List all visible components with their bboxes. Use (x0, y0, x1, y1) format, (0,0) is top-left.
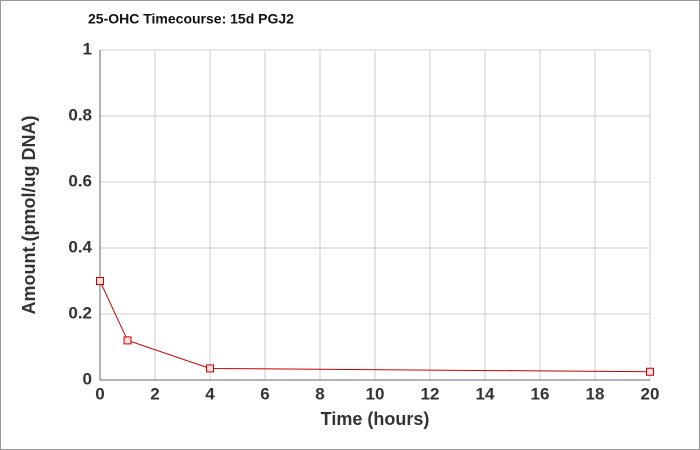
point (123, 336, 132, 345)
x-tick-label: 4 (205, 384, 215, 403)
x-tick-label: 14 (476, 384, 495, 403)
x-tick-label: 12 (421, 384, 440, 403)
y-tick-label: 0 (83, 369, 92, 388)
point (96, 277, 104, 285)
y-tick-label: 0.2 (68, 303, 92, 322)
y-axis-label: Amount.(pmol/ug DNA) (19, 116, 39, 315)
x-tick-label: 10 (366, 384, 385, 403)
x-tick-label: 2 (150, 384, 159, 403)
y-tick-label: 1 (83, 39, 92, 58)
y-tick-label: 0.8 (68, 105, 92, 124)
point (646, 367, 654, 376)
x-tick-label: 16 (531, 384, 550, 403)
point (206, 364, 214, 373)
x-tick-label: 8 (315, 384, 324, 403)
x-tick-label: 6 (260, 384, 269, 403)
chart-title: 25-OHC Timecourse: 15d PGJ2 (88, 11, 294, 27)
x-tick-label: 18 (586, 384, 605, 403)
y-tick-label: 0.6 (68, 171, 92, 190)
x-tick-label: 20 (641, 384, 660, 403)
x-tick-label: 0 (95, 384, 104, 403)
y-tick-label: 0.4 (68, 237, 92, 256)
x-axis-label: Time (hours) (321, 409, 430, 429)
series-line (99, 280, 651, 373)
